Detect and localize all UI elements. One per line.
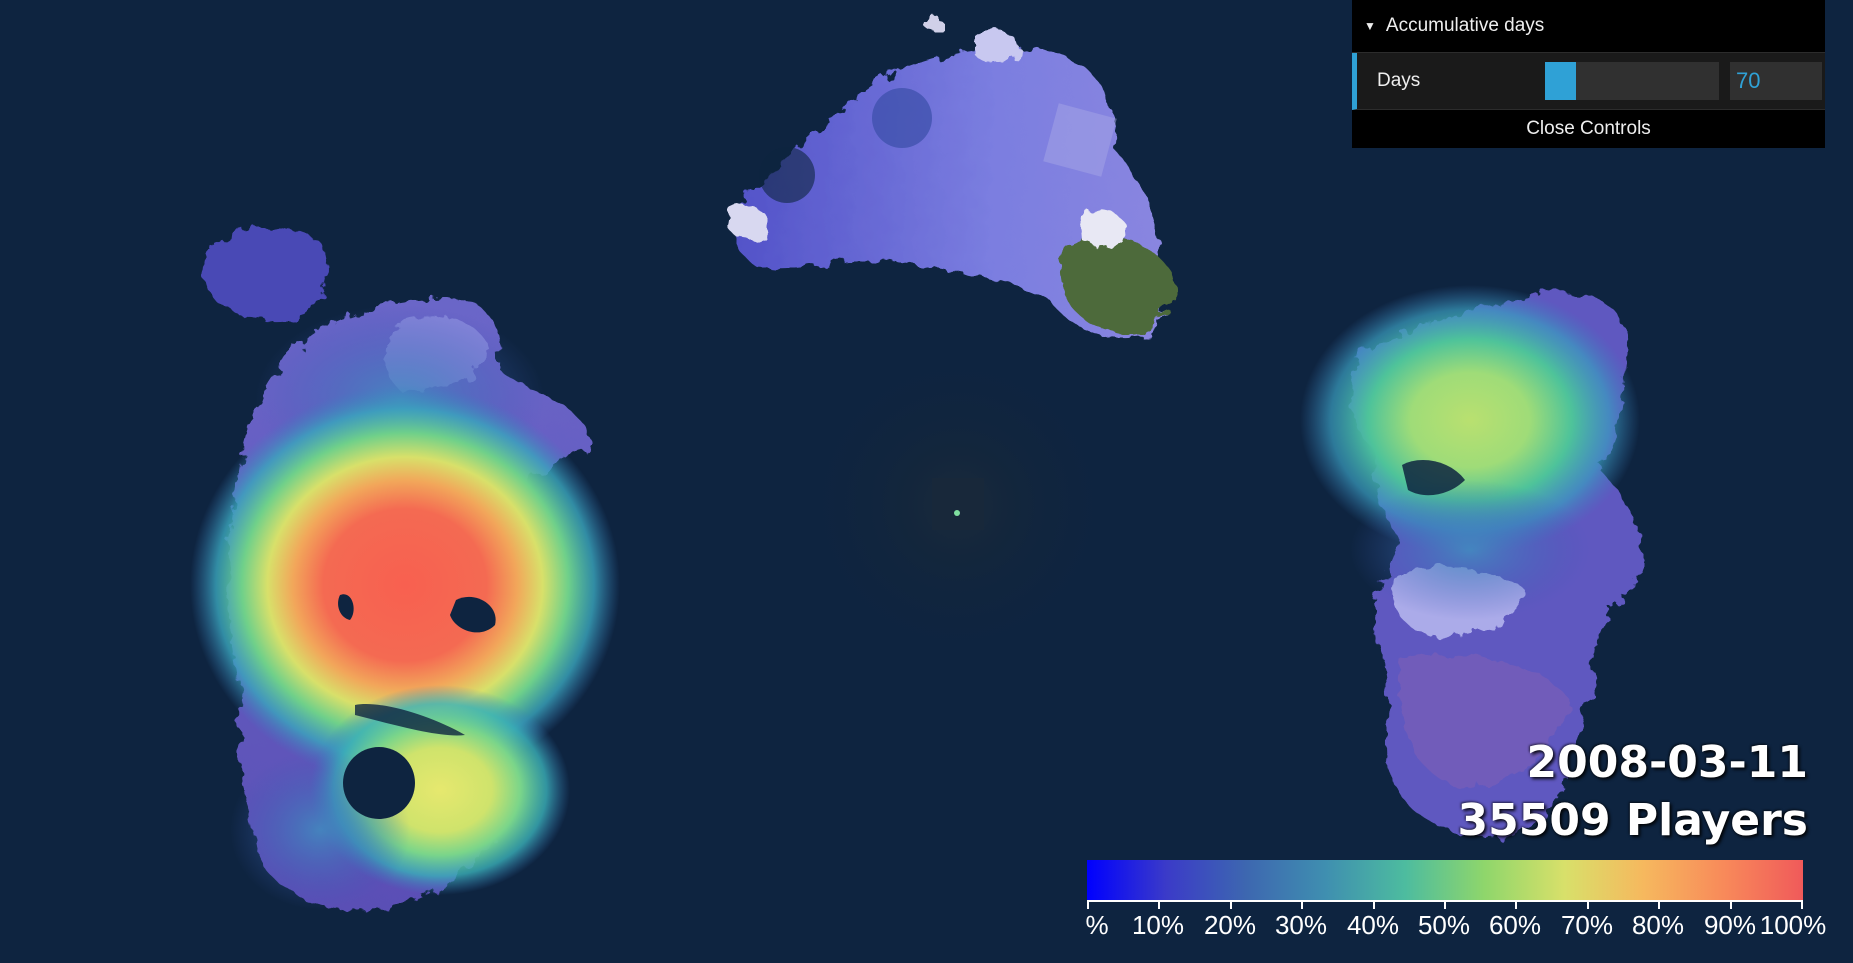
folder-title-label: Accumulative days — [1385, 15, 1545, 36]
legend-tick-label: 20% — [1203, 910, 1257, 940]
heat-legend: % 10% 20% 30% 40% 50% 60% 70% 80% 90% 100% — [1085, 860, 1826, 963]
legend-tick — [1587, 900, 1589, 909]
northern-continent — [727, 15, 1174, 339]
legend-tick-label: % — [1085, 910, 1109, 940]
controls-panel: ▼ Accumulative days Days Close Controls — [1352, 0, 1825, 148]
legend-tick — [1658, 900, 1660, 909]
legend-tick — [1444, 900, 1446, 909]
legend-tick-label: 90% — [1703, 910, 1757, 940]
legend-gradient-bar — [1087, 860, 1803, 900]
days-label: Days — [1377, 70, 1421, 91]
legend-tick — [1373, 900, 1375, 909]
days-slider-fill — [1545, 62, 1577, 100]
legend-tick-label: 30% — [1274, 910, 1328, 940]
crater-lake — [343, 747, 415, 819]
triangle-down-icon: ▼ — [1364, 19, 1376, 33]
days-slider[interactable] — [1545, 62, 1719, 100]
northwest-island — [205, 226, 328, 320]
date-label: 2008-03-11 — [1526, 737, 1808, 788]
close-controls-button[interactable]: Close Controls — [1352, 110, 1825, 148]
days-row: Days — [1352, 53, 1825, 110]
legend-tick-label: 60% — [1488, 910, 1542, 940]
legend-tick — [1515, 900, 1517, 909]
legend-tick-label: 80% — [1631, 910, 1685, 940]
players-count: 35509 Players — [1457, 795, 1808, 846]
central-maelstrom — [783, 330, 1133, 680]
legend-axis: % 10% 20% 30% 40% 50% 60% 70% 80% 90% 100% — [1085, 900, 1826, 960]
western-continent — [190, 298, 620, 911]
legend-tick — [1730, 900, 1732, 909]
eastern-continent — [1300, 285, 1643, 839]
legend-tick-label: 70% — [1560, 910, 1614, 940]
legend-tick-label: 40% — [1346, 910, 1400, 940]
legend-tick — [1158, 900, 1160, 909]
folder-accumulative-days[interactable]: ▼ Accumulative days — [1352, 0, 1825, 53]
legend-tick — [1801, 900, 1803, 909]
legend-tick — [1087, 900, 1089, 909]
legend-tick-label: 100% — [1759, 910, 1827, 940]
days-input[interactable] — [1730, 62, 1822, 100]
legend-tick — [1230, 900, 1232, 909]
legend-tick — [1301, 900, 1303, 909]
legend-tick-label: 50% — [1417, 910, 1471, 940]
legend-tick-label: 10% — [1131, 910, 1185, 940]
